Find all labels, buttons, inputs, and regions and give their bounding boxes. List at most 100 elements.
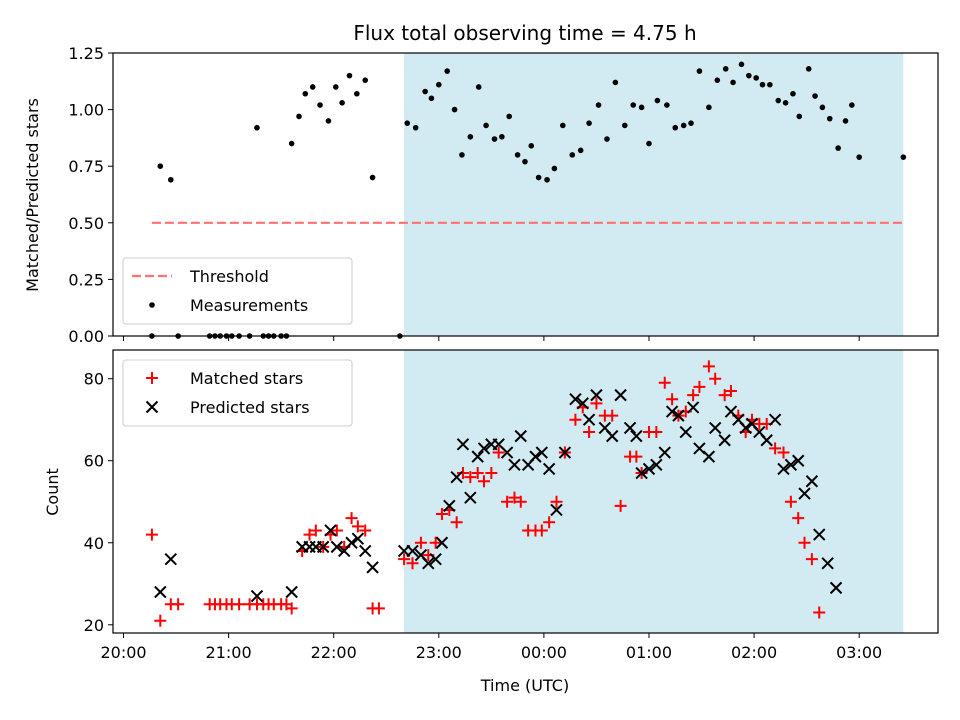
predicted-stars-point: [345, 536, 358, 549]
matched-stars-point: [724, 385, 737, 398]
matched-stars-point: [309, 524, 322, 537]
measurements-point: [849, 102, 855, 108]
matched-stars-point: [718, 389, 731, 402]
matched-stars-point: [406, 557, 419, 570]
predicted-stars-point: [590, 388, 603, 402]
measurements-point: [522, 158, 528, 165]
measurements-point: [369, 174, 376, 181]
predicted-stars-point: [529, 450, 542, 463]
top-y-tick-label: 0.75: [68, 157, 104, 176]
measurements-point: [722, 66, 729, 72]
matched-stars-point: [508, 491, 521, 504]
matched-stars-point: [172, 598, 185, 611]
matched-stars-point: [543, 516, 556, 529]
measurements-point: [664, 102, 670, 108]
measurements-point: [714, 77, 721, 83]
measurements-point: [288, 140, 295, 147]
chart-title: Flux total observing time = 4.75 h: [353, 21, 696, 45]
measurements-point: [302, 90, 309, 97]
matched-stars-point: [351, 520, 364, 533]
measurements-point: [767, 81, 773, 88]
measurements-point: [506, 113, 513, 120]
predicted-stars-point: [429, 552, 442, 566]
predicted-stars-point: [508, 458, 521, 472]
matched-stars-point: [798, 536, 811, 549]
top-y-tick-label: 0.25: [68, 270, 104, 289]
matched-stars-point: [550, 495, 563, 508]
matched-stars-point: [477, 475, 490, 488]
measurements-point: [499, 133, 505, 140]
predicted-stars-point: [250, 589, 264, 603]
matched-stars-point: [702, 360, 715, 373]
predicted-stars-point: [316, 540, 330, 554]
matched-stars-point: [784, 495, 797, 508]
predicted-stars-point: [630, 429, 643, 443]
matched-stars-point: [398, 553, 411, 566]
predicted-stars-point: [500, 446, 514, 459]
matched-stars-point: [590, 397, 603, 410]
matched-stars-point: [345, 512, 358, 525]
bottom-y-tick-label: 80: [84, 370, 104, 389]
matched-stars-point: [450, 516, 463, 529]
predicted-stars-point: [739, 421, 752, 435]
legend-label: Matched stars: [190, 369, 303, 388]
top-y-tick-label: 0.00: [68, 327, 104, 346]
matched-stars-point: [501, 495, 514, 508]
predicted-stars-point: [471, 450, 484, 463]
measurements-point: [514, 152, 521, 158]
predicted-stars-point: [642, 462, 656, 476]
matched-stars-point: [666, 393, 679, 406]
predicted-stars-point: [777, 462, 790, 476]
measurements-point: [646, 140, 652, 147]
matched-stars-point: [658, 376, 671, 389]
predicted-stars-point: [330, 540, 344, 554]
x-tick-label: 00:00: [521, 643, 567, 662]
matched-stars-point: [569, 413, 582, 426]
matched-stars-point: [492, 446, 505, 459]
measurements-point: [812, 93, 818, 99]
measurements-point: [354, 90, 360, 97]
measurements-point: [325, 118, 332, 124]
measurements-point: [339, 100, 345, 106]
predicted-stars-point: [443, 499, 456, 513]
matched-stars-point: [285, 602, 298, 615]
top-observing-window-shade: [404, 53, 904, 336]
matched-stars-point: [435, 508, 448, 521]
measurements-point: [528, 143, 535, 149]
matched-stars-point: [372, 602, 385, 615]
top-y-tick-label: 0.50: [68, 214, 104, 233]
predicted-stars-point: [829, 581, 843, 595]
measurements-point: [346, 72, 353, 79]
matched-stars-point: [429, 536, 442, 549]
measurements-point: [296, 113, 302, 120]
legend-swatch-predicted: [145, 400, 159, 414]
measurements-point: [738, 61, 745, 68]
matched-stars-point: [650, 426, 663, 439]
measurements-point: [856, 154, 862, 160]
predicted-stars-point: [535, 446, 548, 459]
predicted-stars-point: [821, 557, 834, 570]
measurements-point: [412, 124, 419, 131]
top-y-tick-label: 1.25: [68, 44, 104, 63]
x-tick-label: 03:00: [836, 643, 882, 662]
predicted-stars-point: [665, 405, 679, 418]
predicted-stars-point: [558, 446, 572, 459]
matched-stars-point: [535, 524, 548, 537]
measurements-point: [459, 152, 465, 158]
measurements-point: [746, 72, 752, 79]
measurements-point: [753, 75, 759, 81]
matched-stars-point: [630, 450, 643, 463]
measurements-point: [317, 102, 323, 108]
x-tick-label: 23:00: [416, 643, 462, 662]
predicted-stars-point: [514, 429, 527, 443]
x-axis-label: Time (UTC): [480, 676, 569, 695]
predicted-stars-point: [435, 536, 449, 549]
matched-stars-point: [813, 606, 826, 619]
measurements-point: [782, 100, 789, 106]
measurements-point: [826, 115, 833, 122]
predicted-stars-point: [477, 442, 491, 455]
top-y-axis-label: Matched/Predicted stars: [23, 98, 42, 292]
measurements-point: [654, 97, 661, 104]
legend-swatch-measurements: [149, 302, 155, 308]
predicted-stars-point: [718, 434, 731, 447]
